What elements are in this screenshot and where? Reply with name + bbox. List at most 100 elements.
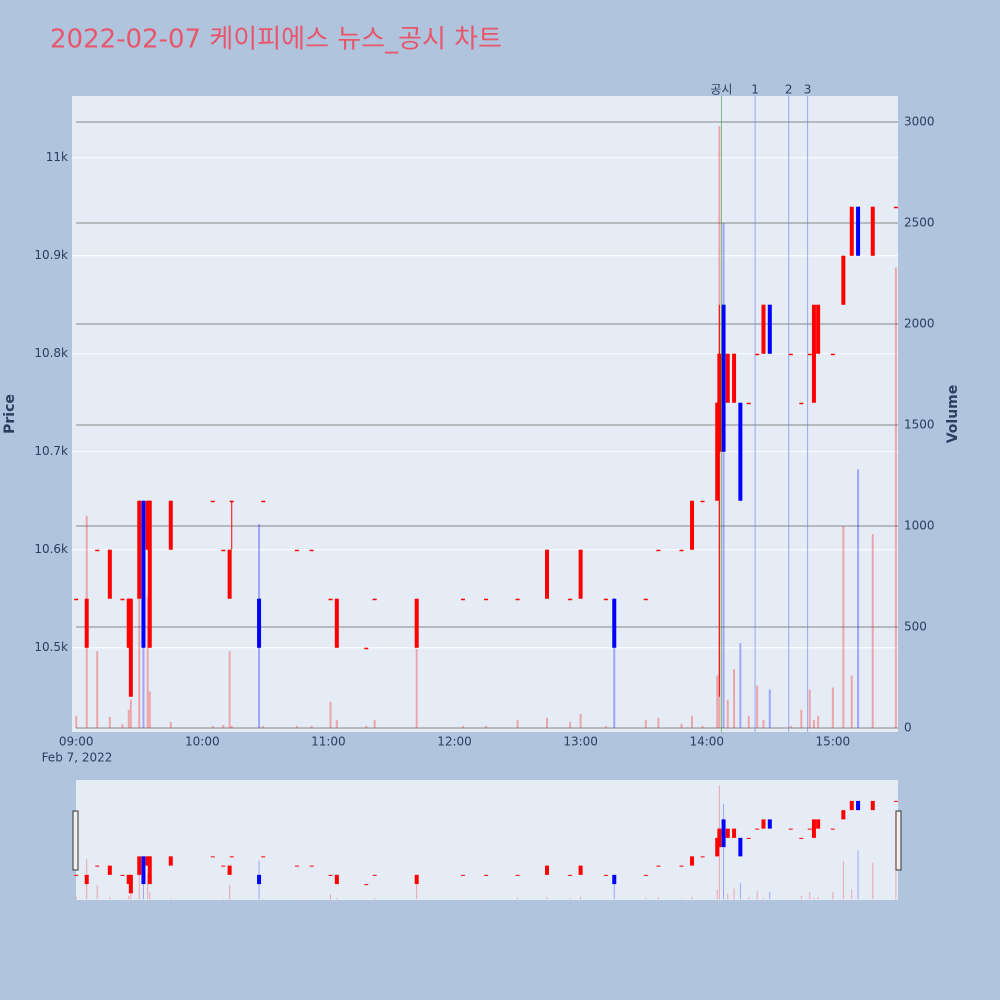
slider-candle [612,874,617,885]
slider-candle [811,819,816,838]
volume-bar [222,724,225,728]
slider-candle [460,874,465,876]
slider-volume-bar [374,897,376,900]
slider-handle[interactable] [895,810,902,871]
slider-candle [578,865,583,875]
y-tick-label: 10.6k [34,542,68,556]
candle-body [568,598,573,601]
y2-tick-label: 1000 [904,518,935,532]
slider-candle [372,874,377,876]
slider-volume-bar [756,891,758,900]
slider-volume-bar [222,898,224,900]
volume-bar [75,715,78,728]
candle-body [484,598,489,601]
slider-candle [334,874,339,885]
candle-body [168,500,173,550]
slider-candle [603,874,608,876]
y-tick-label: 11k [46,150,68,164]
y2-tick-label: 3000 [904,115,935,129]
candle-body [870,206,875,256]
x-date-label: Feb 7, 2022 [42,751,113,765]
candle-body [578,549,583,599]
slider-handle[interactable] [72,810,79,871]
volume-bar [230,725,233,728]
slider-volume-bar [769,891,771,900]
slider-candle [870,800,875,811]
y-tick-label: 10.8k [34,346,68,360]
slider-candle [128,874,133,894]
volume-bar [211,725,214,728]
slider-volume-bar [809,891,811,900]
candle-body [717,353,722,452]
candle-body [690,500,695,550]
volume-bar [762,719,765,728]
slider-candle [261,856,266,858]
candle-body [227,549,232,599]
candle-body [414,598,419,648]
slider-volume-bar [229,884,231,900]
slider-candle [746,837,751,839]
volume-bar [228,651,231,728]
candle-body [761,304,766,354]
volume-bar [644,719,647,728]
volume-bar [850,675,853,728]
y2-tick-label: 2500 [904,216,935,230]
slider-volume-bar [857,850,859,900]
event-label: 공시 [710,83,732,97]
slider-candle [732,828,737,838]
volume-bar [365,725,368,728]
volume-bar [722,223,725,728]
volume-bar [121,723,124,728]
candle-body [261,500,266,503]
slider-candle [229,856,234,858]
y-axis-title: Price [2,394,18,434]
y-tick-label: 10.5k [34,640,68,654]
slider-candle [414,874,419,885]
slider-candle [221,865,226,867]
volume-bar [335,719,338,728]
slider-candle [841,810,846,820]
slider-volume-bar [580,896,582,900]
slider-candle [210,856,215,858]
volume-bar [800,709,803,728]
x-tick-label: 11:00 [311,735,346,749]
volume-bar [461,725,464,728]
candle-body [700,500,705,503]
x-tick-label: 09:00 [59,735,94,749]
volume-bar [691,715,694,728]
slider-volume-bar [762,897,764,900]
volume-bar [138,598,141,728]
slider-candle [515,874,520,876]
slider-candle [328,874,333,876]
slider-candle [679,865,684,867]
candle-body [221,549,226,552]
candle-body [210,500,215,503]
volume-bar [789,725,792,728]
candle-body [725,353,730,403]
candle-body [328,598,333,601]
slider-candle [849,800,854,811]
volume-bar [295,725,298,728]
slider-volume-bar [138,874,140,900]
volume-bar [701,725,704,728]
slider-candle [126,874,131,885]
candle-body [128,598,133,697]
candle-body [799,402,804,405]
candle-body [126,598,131,648]
slider-candle [816,819,821,829]
volume-bar [142,647,145,728]
slider-candle [294,865,299,867]
slider-candle [145,856,150,866]
slider-volume-bar [817,896,819,900]
slider-candle [690,856,695,866]
candle-body [334,598,339,648]
slider-volume-bar [149,892,151,900]
candle-body [84,598,89,648]
candle-body [816,304,821,354]
candle-body [755,353,760,356]
slider-candle [893,800,898,802]
range-slider[interactable] [76,780,898,900]
x-tick-label: 12:00 [437,735,472,749]
volume-bar [657,717,660,728]
